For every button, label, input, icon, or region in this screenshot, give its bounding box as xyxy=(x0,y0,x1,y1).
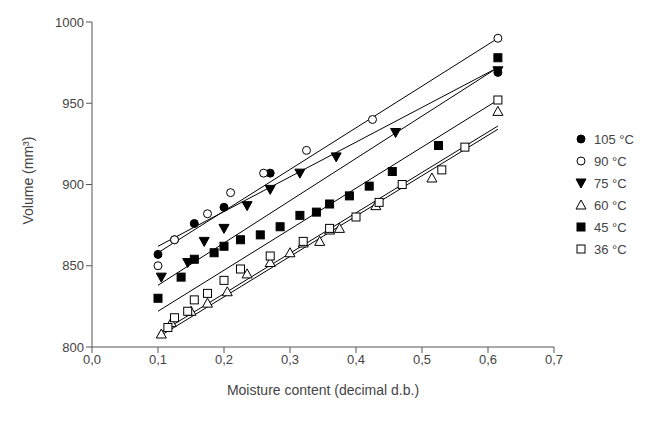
svg-text:0,2: 0,2 xyxy=(215,352,233,367)
svg-text:800: 800 xyxy=(62,340,84,355)
svg-text:Moisture content (decimal d.b.: Moisture content (decimal d.b.) xyxy=(227,382,419,398)
svg-text:0,3: 0,3 xyxy=(281,352,299,367)
svg-text:950: 950 xyxy=(62,96,84,111)
svg-text:0,5: 0,5 xyxy=(413,352,431,367)
html-text:36 °C: 36 °C xyxy=(594,241,627,257)
html-text:45 °C: 45 °C xyxy=(594,219,627,235)
svg-text:0,4: 0,4 xyxy=(347,352,365,367)
svg-text:900: 900 xyxy=(62,177,84,192)
svg-text:0,0: 0,0 xyxy=(83,352,101,367)
svg-text:0,7: 0,7 xyxy=(545,352,563,367)
html-text:105 °C: 105 °C xyxy=(594,131,634,147)
html-text:90 °C: 90 °C xyxy=(594,153,627,169)
svg-text:0,1: 0,1 xyxy=(149,352,167,367)
svg-text:Volume (mm³): Volume (mm³) xyxy=(20,137,36,225)
html-text:75 °C: 75 °C xyxy=(594,175,627,191)
svg-text:0,6: 0,6 xyxy=(479,352,497,367)
html-text:60 °C: 60 °C xyxy=(594,197,627,213)
svg-text:1000: 1000 xyxy=(55,15,84,30)
svg-text:850: 850 xyxy=(62,258,84,273)
